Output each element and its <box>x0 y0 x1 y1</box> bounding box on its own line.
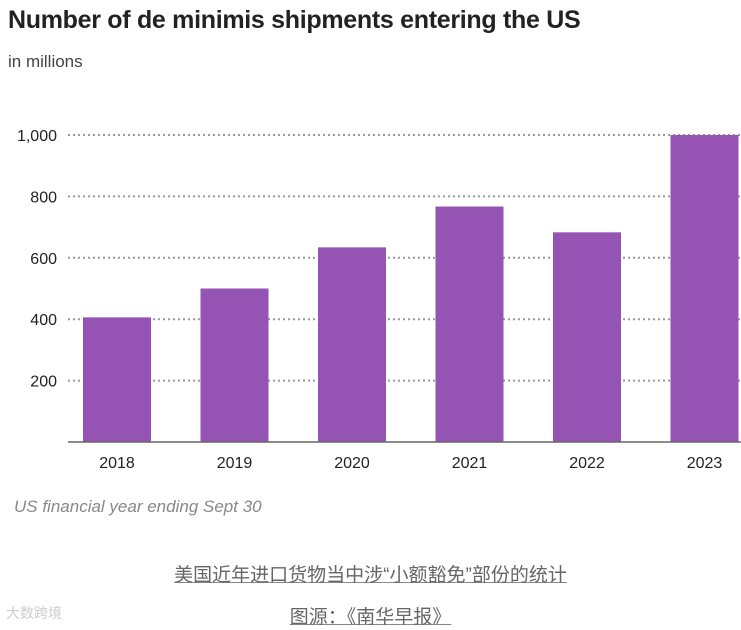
bar-2020 <box>318 247 386 442</box>
bar-2022 <box>553 232 621 442</box>
x-tick-label: 2021 <box>452 455 488 472</box>
y-tick-label: 400 <box>30 312 57 329</box>
bar-chart: 200 400 600 800 1,000 2018 2019 2020 2021 2022 202… <box>17 128 741 472</box>
x-tick-label: 2018 <box>99 455 135 472</box>
watermark: 大数跨境 <box>6 605 62 621</box>
x-tick-label: 2022 <box>569 455 605 472</box>
x-tick-label: 2020 <box>334 455 370 472</box>
y-tick-label: 200 <box>30 374 57 391</box>
chart-title: Number of de minimis shipments entering … <box>8 6 581 34</box>
chart-subtitle: in millions <box>8 52 83 71</box>
bar-2021 <box>435 206 504 442</box>
source-text: 图源：《南华早报》 <box>289 607 452 628</box>
caption: 美国近年进口货物当中涉“小额豁免”部份的统计 <box>0 560 741 587</box>
source: 图源：《南华早报》 <box>0 602 741 629</box>
caption-text: 美国近年进口货物当中涉“小额豁免”部份的统计 <box>174 565 567 586</box>
x-tick-label: 2019 <box>217 455 253 472</box>
x-tick-label: 2023 <box>687 455 723 472</box>
bar-2023 <box>670 135 739 442</box>
y-tick-label: 600 <box>30 251 57 268</box>
bar-2018 <box>83 317 151 442</box>
y-tick-label: 800 <box>30 189 57 206</box>
chart-note: US financial year ending Sept 30 <box>14 497 262 516</box>
y-tick-label: 1,000 <box>17 128 57 145</box>
bar-2019 <box>200 288 269 442</box>
